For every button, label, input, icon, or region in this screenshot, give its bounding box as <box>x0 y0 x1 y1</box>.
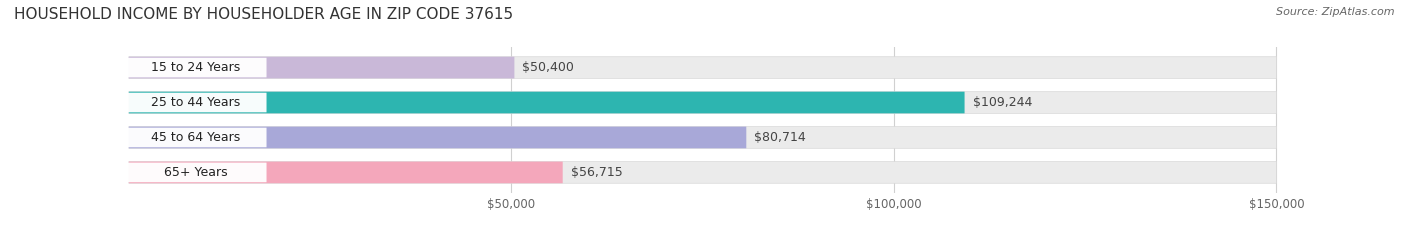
Text: 45 to 64 Years: 45 to 64 Years <box>150 131 240 144</box>
FancyBboxPatch shape <box>129 162 1277 183</box>
FancyBboxPatch shape <box>129 92 1277 113</box>
Text: Source: ZipAtlas.com: Source: ZipAtlas.com <box>1277 7 1395 17</box>
Text: 25 to 44 Years: 25 to 44 Years <box>150 96 240 109</box>
FancyBboxPatch shape <box>125 163 267 182</box>
FancyBboxPatch shape <box>125 128 267 147</box>
Text: 65+ Years: 65+ Years <box>165 166 228 179</box>
Text: $80,714: $80,714 <box>755 131 806 144</box>
Text: 15 to 24 Years: 15 to 24 Years <box>150 61 240 74</box>
Text: $50,400: $50,400 <box>523 61 574 74</box>
Text: HOUSEHOLD INCOME BY HOUSEHOLDER AGE IN ZIP CODE 37615: HOUSEHOLD INCOME BY HOUSEHOLDER AGE IN Z… <box>14 7 513 22</box>
Text: $109,244: $109,244 <box>973 96 1032 109</box>
FancyBboxPatch shape <box>129 57 515 78</box>
FancyBboxPatch shape <box>125 93 267 112</box>
FancyBboxPatch shape <box>129 127 1277 148</box>
FancyBboxPatch shape <box>129 127 747 148</box>
FancyBboxPatch shape <box>125 58 267 77</box>
Text: $56,715: $56,715 <box>571 166 623 179</box>
FancyBboxPatch shape <box>129 162 562 183</box>
FancyBboxPatch shape <box>129 57 1277 78</box>
FancyBboxPatch shape <box>129 92 965 113</box>
